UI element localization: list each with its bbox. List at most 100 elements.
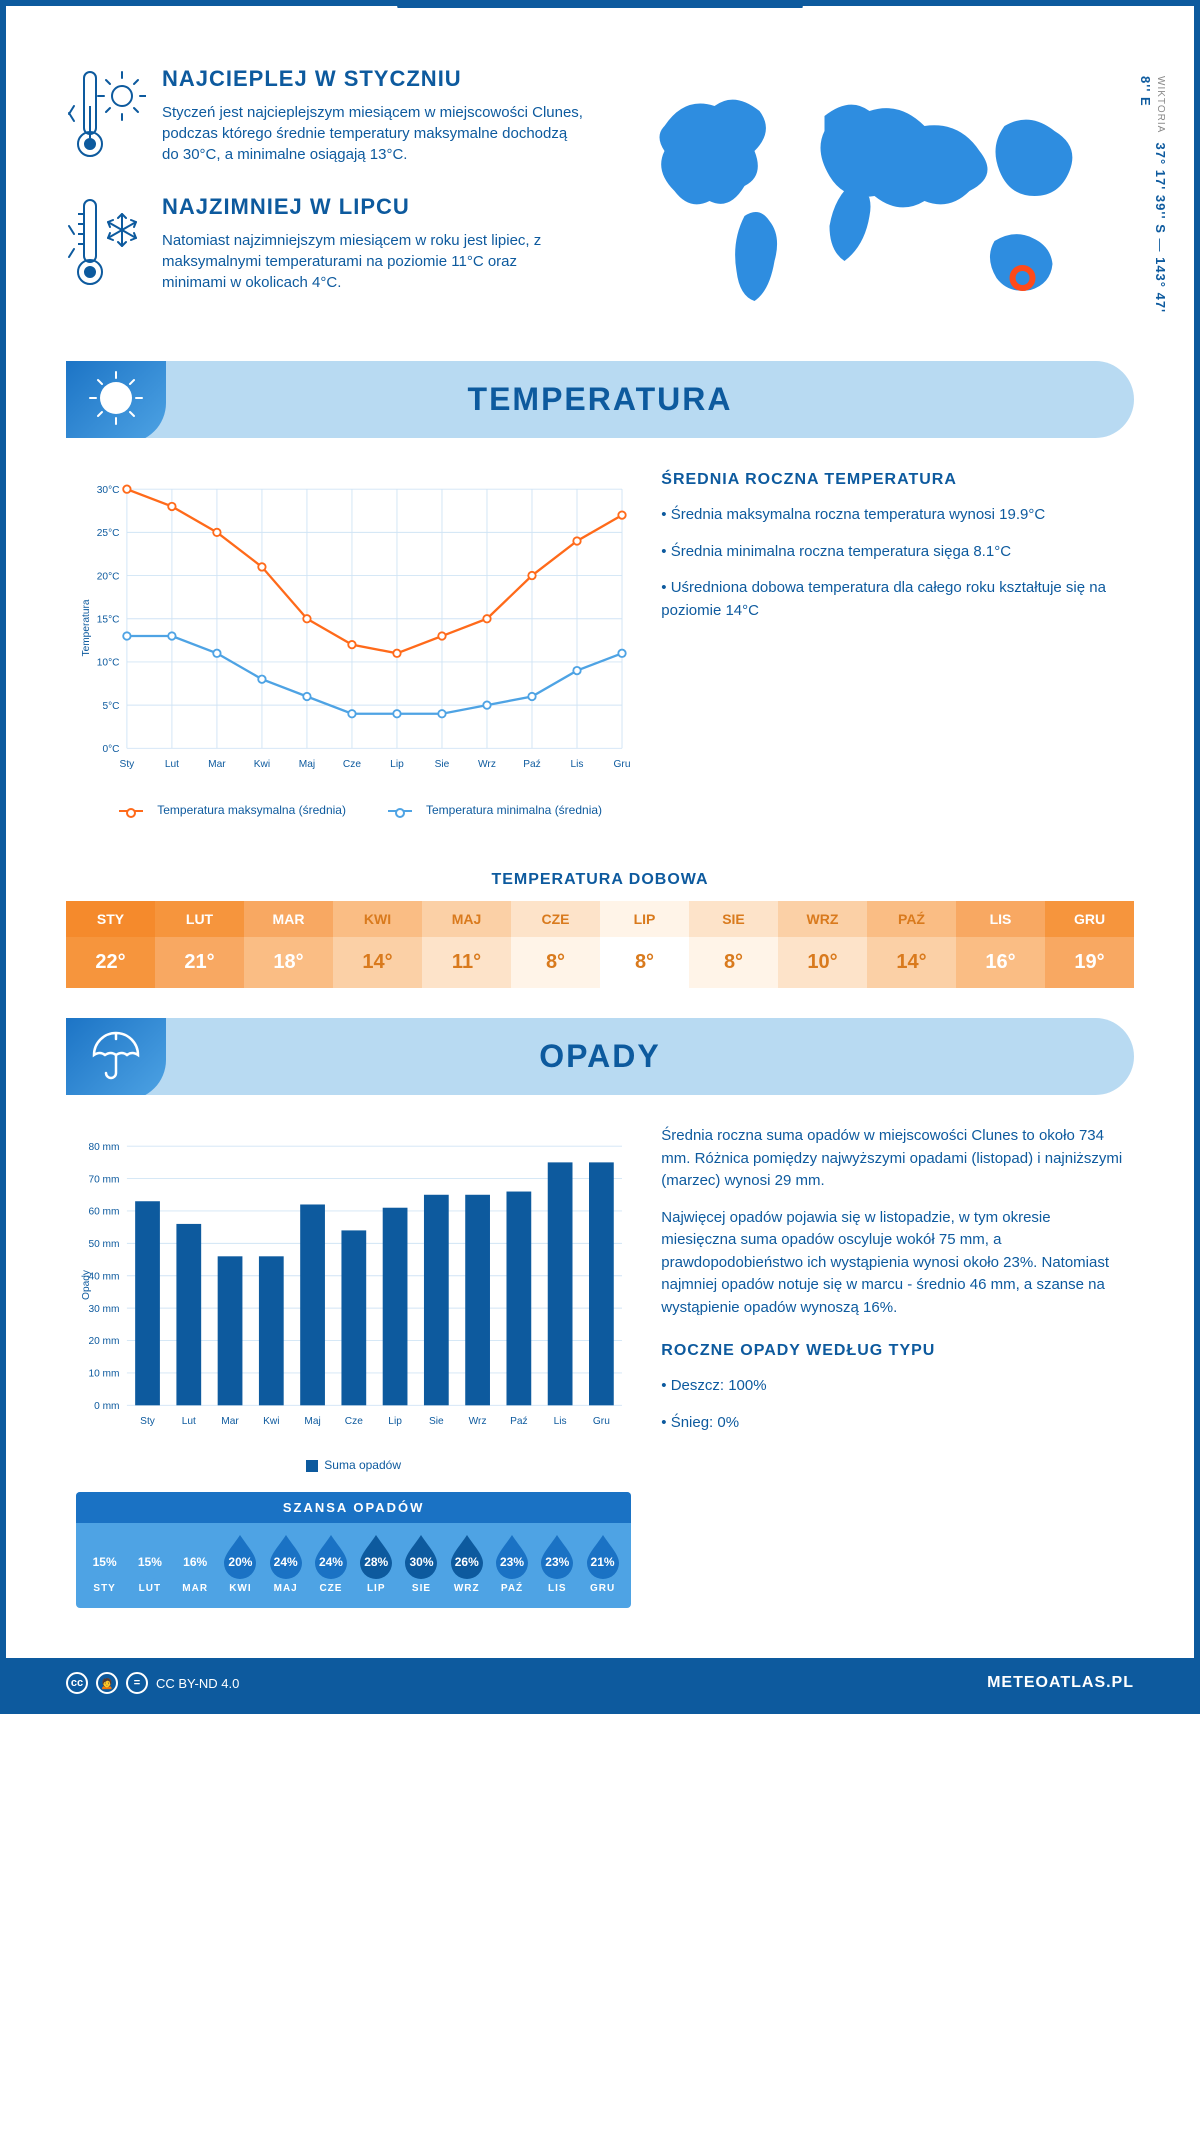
daily-col: GRU19° — [1045, 901, 1134, 988]
svg-text:Cze: Cze — [345, 1416, 363, 1427]
summary-bullet: • Średnia maksymalna roczna temperatura … — [661, 504, 1124, 527]
svg-text:Temperatura: Temperatura — [81, 599, 92, 656]
svg-text:Maj: Maj — [304, 1416, 320, 1427]
daily-col: KWI14° — [333, 901, 422, 988]
daily-col: LIP8° — [600, 901, 689, 988]
svg-text:40 mm: 40 mm — [88, 1271, 119, 1282]
daily-col: CZE8° — [511, 901, 600, 988]
svg-text:Lis: Lis — [571, 759, 584, 770]
rain-type-item: • Deszcz: 100% — [661, 1375, 1124, 1398]
daily-col: SIE8° — [689, 901, 778, 988]
svg-text:20°C: 20°C — [97, 571, 120, 582]
chance-col: 15%LUT — [127, 1533, 172, 1594]
raindrop-icon: 15% — [85, 1533, 125, 1579]
svg-text:Paź: Paź — [523, 759, 541, 770]
fact-coldest: NAJZIMNIEJ W LIPCU Natomiast najzimniejs… — [66, 194, 585, 294]
raindrop-icon: 23% — [537, 1533, 577, 1579]
region-label: WIKTORIA — [1155, 76, 1166, 133]
rain-type-title: ROCZNE OPADY WEDŁUG TYPU — [661, 1339, 1124, 1363]
thermometer-snow-icon — [66, 194, 146, 294]
chance-col: 16%MAR — [173, 1533, 218, 1594]
daily-temp-table: STY22°LUT21°MAR18°KWI14°MAJ11°CZE8°LIP8°… — [66, 901, 1134, 988]
svg-text:Gru: Gru — [593, 1416, 610, 1427]
svg-text:Lis: Lis — [554, 1416, 567, 1427]
daily-col: WRZ10° — [778, 901, 867, 988]
lat: 37° 17' 39'' S — [1153, 143, 1168, 234]
summary-bullet: • Średnia minimalna roczna temperatura s… — [661, 541, 1124, 564]
rain-paragraph: Najwięcej opadów pojawia się w listopadz… — [661, 1207, 1124, 1320]
daily-col: PAŹ14° — [867, 901, 956, 988]
daily-col: MAR18° — [244, 901, 333, 988]
cc-icon: cc — [66, 1672, 88, 1694]
raindrop-icon: 26% — [447, 1533, 487, 1579]
temperature-summary: ŚREDNIA ROCZNA TEMPERATURA • Średnia mak… — [661, 468, 1124, 817]
chance-col: 26%WRZ — [444, 1533, 489, 1594]
chance-col: 20%KWI — [218, 1533, 263, 1594]
svg-text:Opady: Opady — [81, 1269, 92, 1300]
intro-row: NAJCIEPLEJ W STYCZNIU Styczeń jest najci… — [66, 66, 1134, 331]
section-title: TEMPERATURA — [468, 381, 733, 417]
svg-text:Lut: Lut — [165, 759, 179, 770]
rain-type-item: • Śnieg: 0% — [661, 1412, 1124, 1435]
rain-legend: Suma opadów — [76, 1458, 631, 1472]
nd-icon: = — [126, 1672, 148, 1694]
chance-col: 15%STY — [82, 1533, 127, 1594]
summary-title: ŚREDNIA ROCZNA TEMPERATURA — [661, 468, 1124, 492]
svg-text:Kwi: Kwi — [254, 759, 270, 770]
svg-text:Paź: Paź — [510, 1416, 528, 1427]
fact-warmest: NAJCIEPLEJ W STYCZNIU Styczeń jest najci… — [66, 66, 585, 166]
top-decoration: CLUNES AUSTRALIA — [6, 0, 1194, 16]
daily-col: MAJ11° — [422, 901, 511, 988]
svg-text:25°C: 25°C — [97, 528, 120, 539]
svg-text:30°C: 30°C — [97, 485, 120, 496]
fact-text: Natomiast najzimniejszym miesiącem w rok… — [162, 230, 585, 293]
svg-text:Sty: Sty — [140, 1416, 156, 1427]
svg-text:70 mm: 70 mm — [88, 1174, 119, 1185]
svg-text:30 mm: 30 mm — [88, 1304, 119, 1315]
footer: cc 🙍 = CC BY-ND 4.0 METEOATLAS.PL — [6, 1658, 1194, 1708]
chance-col: 30%SIE — [399, 1533, 444, 1594]
umbrella-icon — [66, 1018, 166, 1095]
svg-text:60 mm: 60 mm — [88, 1207, 119, 1218]
chance-col: 23%LIS — [535, 1533, 580, 1594]
thermometer-sun-icon — [66, 66, 146, 166]
daily-col: STY22° — [66, 901, 155, 988]
chance-title: SZANSA OPADÓW — [76, 1492, 631, 1523]
svg-text:15°C: 15°C — [97, 614, 120, 625]
fact-title: NAJZIMNIEJ W LIPCU — [162, 194, 585, 220]
raindrop-icon: 30% — [401, 1533, 441, 1579]
rain-chance-box: SZANSA OPADÓW 15%STY15%LUT16%MAR20%KWI24… — [76, 1492, 631, 1608]
svg-text:10 mm: 10 mm — [88, 1369, 119, 1380]
raindrop-icon: 15% — [130, 1533, 170, 1579]
temperature-line-chart: 0°C5°C10°C15°C20°C25°C30°CStyLutMarKwiMa… — [76, 468, 631, 788]
chance-col: 23%PAŹ — [489, 1533, 534, 1594]
chance-col: 28%LIP — [354, 1533, 399, 1594]
svg-text:20 mm: 20 mm — [88, 1336, 119, 1347]
fact-text: Styczeń jest najcieplejszym miesiącem w … — [162, 102, 585, 165]
svg-text:Wrz: Wrz — [469, 1416, 487, 1427]
svg-text:Sty: Sty — [120, 759, 136, 770]
svg-text:10°C: 10°C — [97, 658, 120, 669]
svg-text:0°C: 0°C — [102, 744, 119, 755]
raindrop-icon: 16% — [175, 1533, 215, 1579]
title-banner: CLUNES AUSTRALIA — [370, 0, 830, 8]
rain-bar-chart: 0 mm10 mm20 mm30 mm40 mm50 mm60 mm70 mm8… — [76, 1125, 631, 1445]
svg-text:0 mm: 0 mm — [94, 1401, 119, 1412]
temperature-legend: Temperatura maksymalna (średnia)Temperat… — [76, 803, 631, 817]
svg-text:Kwi: Kwi — [263, 1416, 279, 1427]
section-header-temperature: TEMPERATURA — [66, 361, 1134, 438]
wind-icon — [46, 0, 166, 16]
raindrop-icon: 24% — [311, 1533, 351, 1579]
rain-paragraph: Średnia roczna suma opadów w miejscowośc… — [661, 1125, 1124, 1193]
daily-temp-title: TEMPERATURA DOBOWA — [66, 871, 1134, 889]
chance-col: 24%MAJ — [263, 1533, 308, 1594]
site-name: METEOATLAS.PL — [987, 1674, 1134, 1692]
license: cc 🙍 = CC BY-ND 4.0 — [66, 1672, 239, 1694]
svg-text:Mar: Mar — [221, 1416, 239, 1427]
svg-text:Maj: Maj — [299, 759, 315, 770]
summary-bullet: • Uśredniona dobowa temperatura dla całe… — [661, 577, 1124, 622]
svg-text:80 mm: 80 mm — [88, 1142, 119, 1153]
rain-summary: Średnia roczna suma opadów w miejscowośc… — [661, 1125, 1124, 1608]
raindrop-icon: 21% — [583, 1533, 623, 1579]
wind-icon — [1034, 0, 1154, 16]
